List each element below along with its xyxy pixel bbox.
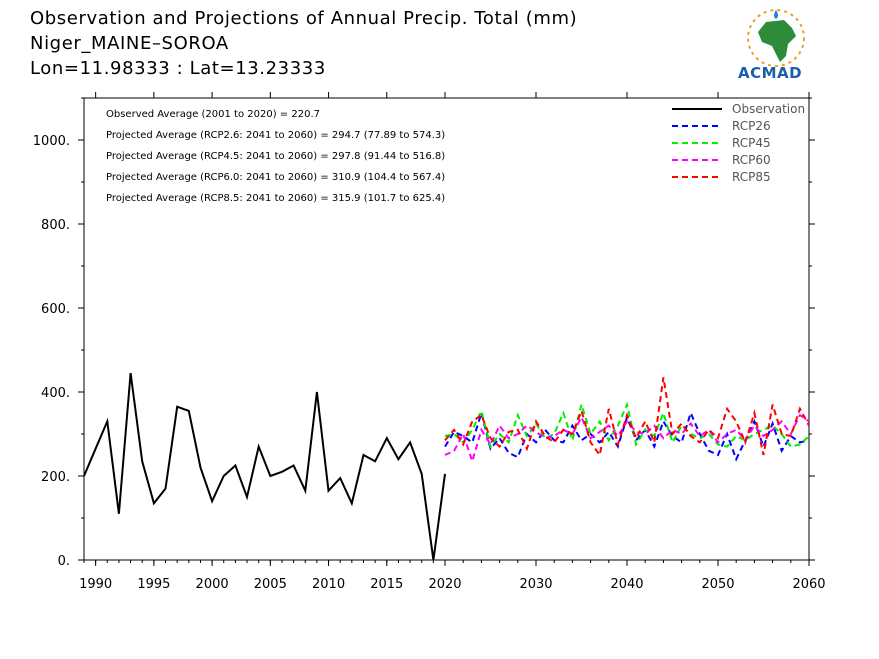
y-tick-label: 1000. (33, 134, 70, 149)
series-line-rcp85 (444, 377, 810, 458)
x-tick-label: 2000 (196, 577, 229, 592)
y-tick-label: 0. (58, 554, 70, 569)
annotation-4: Projected Average (RCP6.0: 2041 to 2060)… (106, 172, 445, 183)
legend-label-rcp85: RCP85 (732, 170, 771, 184)
acmad-logo-text: ACMAD (738, 64, 803, 82)
legend-label-observation: Observation (732, 102, 805, 116)
africa-map-logo (747, 9, 805, 67)
series-line-rcp60 (444, 413, 810, 465)
series-line-observation (83, 372, 446, 561)
annotation-2: Projected Average (RCP2.6: 2041 to 2060)… (106, 130, 445, 141)
plot-frame (83, 97, 810, 561)
x-tick-label: 2010 (312, 577, 345, 592)
x-tick-label: 2020 (428, 577, 461, 592)
station-coordinates: Lon=11.98333 : Lat=13.23333 (30, 58, 326, 79)
chart-title: Observation and Projections of Annual Pr… (30, 8, 578, 29)
series-line-rcp45 (444, 400, 810, 449)
x-tick-label: 2060 (792, 577, 825, 592)
legend-label-rcp26: RCP26 (732, 119, 771, 133)
legend-label-rcp60: RCP60 (732, 153, 771, 167)
x-tick-label: 2030 (519, 577, 552, 592)
station-name: Niger_MAINE–SOROA (30, 33, 229, 54)
annotation-5: Projected Average (RCP8.5: 2041 to 2060)… (106, 193, 445, 204)
y-tick-label: 800. (41, 218, 70, 233)
legend-label-rcp45: RCP45 (732, 136, 771, 150)
annotation-1: Observed Average (2001 to 2020) = 220.7 (106, 109, 320, 120)
x-tick-label: 2040 (610, 577, 643, 592)
x-tick-label: 2015 (370, 577, 403, 592)
x-tick-label: 2050 (701, 577, 734, 592)
x-tick-label: 2005 (254, 577, 287, 592)
x-tick-label: 1990 (79, 577, 112, 592)
y-tick-label: 600. (41, 302, 70, 317)
annotation-3: Projected Average (RCP4.5: 2041 to 2060)… (106, 151, 445, 162)
x-tick-label: 1995 (137, 577, 170, 592)
y-tick-label: 200. (41, 470, 70, 485)
y-tick-label: 400. (41, 386, 70, 401)
